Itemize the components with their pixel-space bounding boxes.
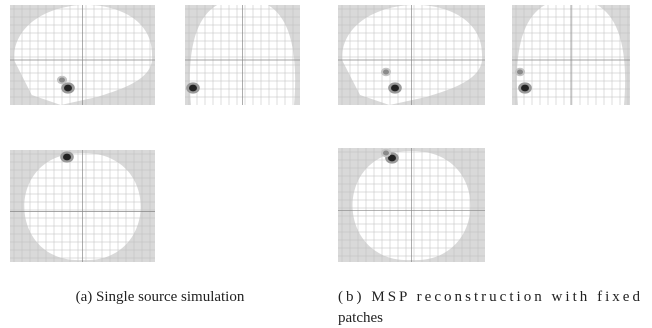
caption: (b) MSP reconstruction with fixed <box>338 289 641 305</box>
view-content <box>185 0 300 105</box>
activation <box>64 85 72 92</box>
activation <box>383 150 389 155</box>
activation <box>391 85 399 92</box>
activation <box>517 69 523 74</box>
brain-view <box>10 5 155 105</box>
caption: patches <box>338 310 383 326</box>
view-content <box>10 5 155 105</box>
activation <box>189 85 197 92</box>
activation <box>383 69 389 74</box>
brain-view <box>185 0 300 105</box>
activation <box>59 77 65 82</box>
brain-view <box>338 5 485 105</box>
brain-view <box>512 0 630 105</box>
brain-view <box>338 148 485 262</box>
activation <box>63 154 71 161</box>
view-content <box>338 5 485 105</box>
view-content <box>338 148 485 262</box>
activation <box>521 85 529 92</box>
brain-view <box>10 150 155 262</box>
figure: (a) Single source simulation (b) MSP rec… <box>0 0 652 328</box>
view-content <box>512 0 630 105</box>
view-content <box>10 150 155 262</box>
caption: (a) Single source simulation <box>76 289 245 305</box>
